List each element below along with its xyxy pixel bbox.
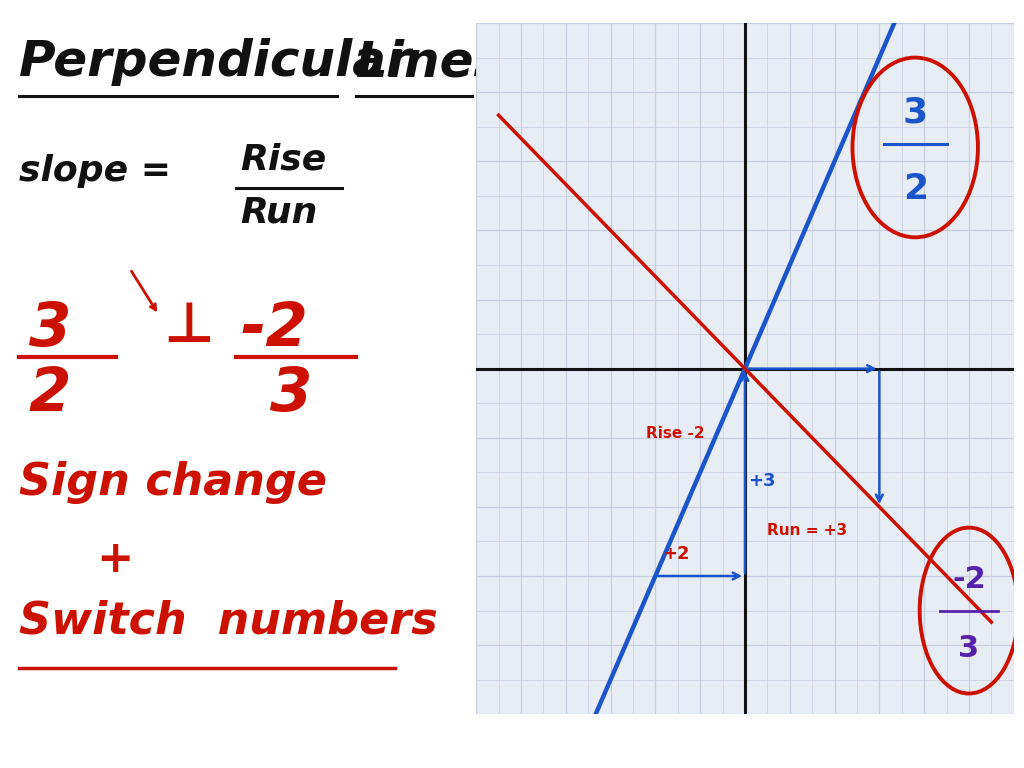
Text: 3: 3 (29, 300, 72, 359)
Text: 2: 2 (29, 365, 72, 424)
Text: ⊥: ⊥ (164, 300, 214, 353)
Text: -2: -2 (952, 565, 986, 594)
Text: Lines: Lines (356, 38, 505, 87)
Text: 3: 3 (958, 634, 980, 663)
Text: Switch  numbers: Switch numbers (19, 599, 438, 642)
Text: slope =: slope = (19, 154, 184, 187)
Text: 3: 3 (269, 365, 312, 424)
Text: +: + (96, 538, 133, 581)
Text: -2: -2 (241, 300, 308, 359)
Text: 2: 2 (902, 172, 928, 206)
Text: 3: 3 (902, 96, 928, 130)
Text: Run: Run (241, 196, 318, 230)
Text: Sign change: Sign change (19, 461, 327, 504)
Text: Rise -2: Rise -2 (646, 425, 706, 441)
Text: Perpendicular: Perpendicular (19, 38, 412, 87)
Text: Run = +3: Run = +3 (767, 522, 848, 538)
Text: Rise: Rise (241, 142, 327, 176)
Text: +3: +3 (749, 472, 776, 490)
Text: +2: +2 (663, 545, 689, 563)
